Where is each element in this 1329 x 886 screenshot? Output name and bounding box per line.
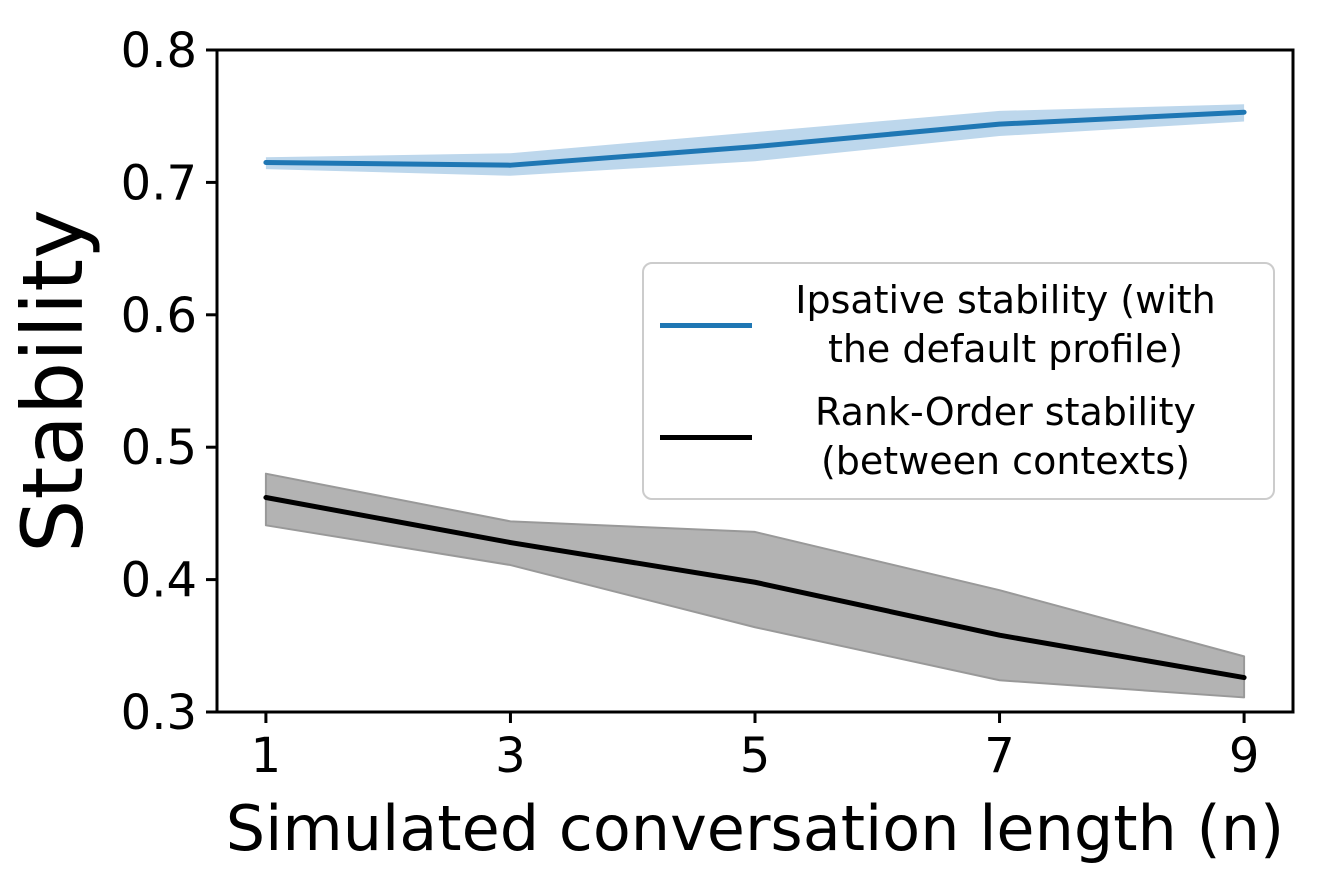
legend-label-rankorder: Rank-Order stability (between contexts)	[752, 388, 1259, 486]
legend-label-ipsative-line2: the default profile)	[827, 327, 1184, 371]
legend: Ipsative stability (with the default pro…	[642, 262, 1275, 500]
legend-entry-ipsative: Ipsative stability (with the default pro…	[658, 276, 1259, 374]
y-tick-label: 0.4	[121, 553, 197, 609]
y-tick-label: 0.5	[121, 420, 197, 476]
legend-label-rankorder-line1: Rank-Order stability	[815, 390, 1196, 434]
y-tick-label: 0.6	[121, 288, 197, 344]
legend-line-sample-rankorder	[660, 434, 752, 440]
legend-label-ipsative: Ipsative stability (with the default pro…	[752, 276, 1259, 374]
x-tick-label: 5	[740, 728, 771, 784]
x-tick-label: 7	[984, 728, 1015, 784]
plot-area: 0.3 0.4 0.5 0.6 0.7 0.8 1 3 5 7 9	[121, 23, 1295, 784]
confidence-band-rankorder	[264, 472, 1246, 699]
data-line-rankorder	[263, 495, 1247, 681]
legend-line-sample-ipsative	[660, 322, 752, 328]
legend-label-rankorder-line2: (between contexts)	[820, 439, 1191, 483]
legend-entry-rankorder: Rank-Order stability (between contexts)	[658, 388, 1259, 486]
y-tick-label: 0.7	[121, 155, 197, 211]
y-axis-label: Stability	[4, 209, 102, 553]
y-tick-label: 0.8	[121, 23, 197, 79]
legend-label-ipsative-line1: Ipsative stability (with	[795, 278, 1216, 322]
x-tick-label: 1	[251, 728, 282, 784]
data-line-ipsative	[263, 109, 1247, 168]
x-tick-label: 9	[1229, 728, 1260, 784]
x-tick-label: 3	[495, 728, 526, 784]
x-axis-label: Simulated conversation length (n)	[226, 792, 1284, 865]
y-tick-label: 0.3	[121, 685, 197, 741]
